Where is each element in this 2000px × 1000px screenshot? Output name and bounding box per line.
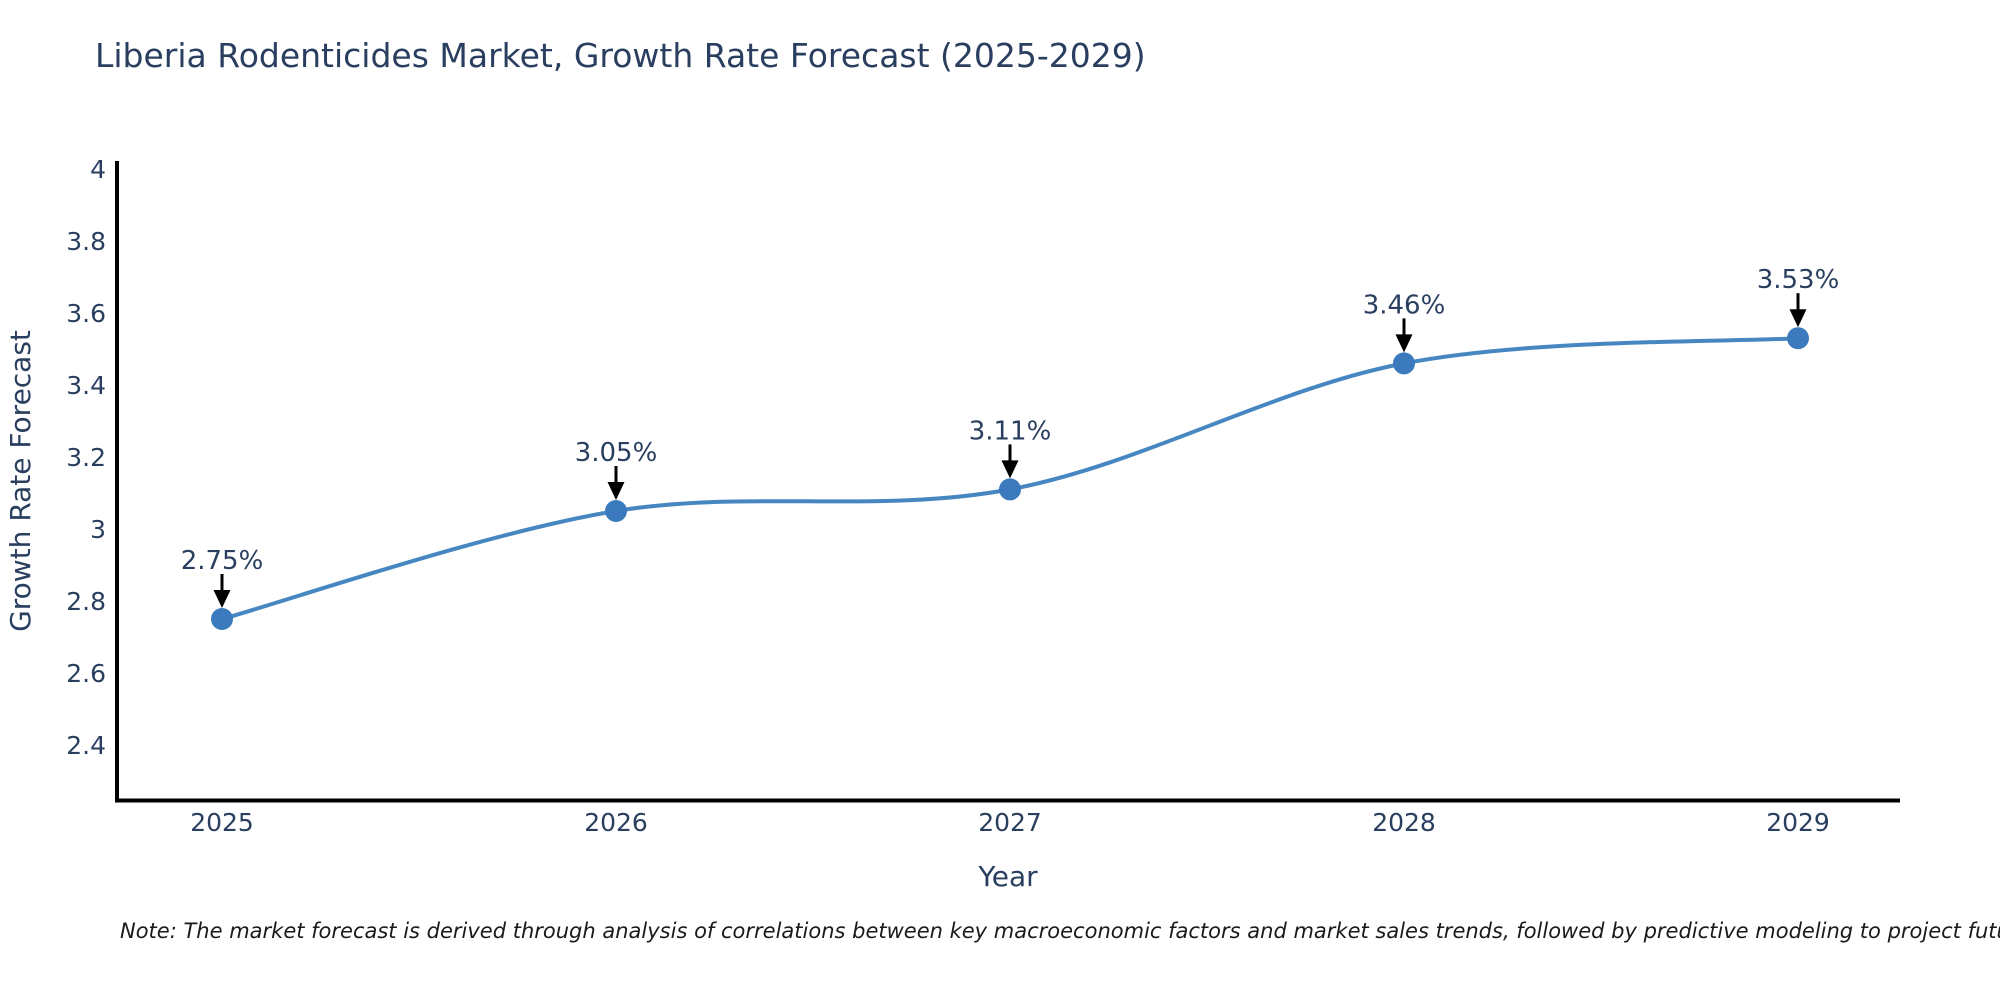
data-point-label: 3.11% (969, 416, 1052, 446)
x-tick-label: 2029 (1766, 808, 1830, 837)
y-tick-label: 3.2 (66, 443, 106, 472)
y-tick-label: 2.6 (66, 659, 106, 688)
y-tick-label: 2.8 (66, 587, 106, 616)
annotation-arrowhead-icon (213, 590, 231, 608)
footnote: Note: The market forecast is derived thr… (120, 919, 2000, 943)
data-point-label: 2.75% (181, 546, 264, 576)
data-point-marker[interactable] (605, 500, 627, 522)
y-tick-label: 2.4 (66, 731, 106, 760)
y-axis-title: Growth Rate Forecast (4, 330, 37, 632)
data-point-marker[interactable] (211, 608, 233, 630)
x-tick-label: 2025 (190, 808, 254, 837)
y-tick-label: 4 (90, 155, 106, 184)
y-tick-label: 3.4 (66, 371, 106, 400)
y-tick-label: 3.6 (66, 299, 106, 328)
annotation-arrowhead-icon (1395, 334, 1413, 353)
y-tick-label: 3.8 (66, 227, 106, 256)
annotation-arrowhead-icon (1789, 309, 1807, 328)
chart-title: Liberia Rodenticides Market, Growth Rate… (95, 36, 1146, 75)
y-tick-label: 3 (90, 515, 106, 544)
x-tick-label: 2028 (1372, 808, 1436, 837)
x-tick-label: 2026 (584, 808, 648, 837)
data-point-marker[interactable] (999, 478, 1021, 501)
data-point-marker[interactable] (1787, 327, 1809, 350)
data-point-label: 3.46% (1363, 290, 1446, 320)
data-point-marker[interactable] (1393, 352, 1415, 375)
annotation-arrowhead-icon (1001, 460, 1019, 479)
x-axis-title: Year (977, 860, 1038, 893)
data-point-label: 3.05% (575, 438, 658, 468)
annotation-arrowhead-icon (607, 482, 625, 500)
data-point-label: 3.53% (1757, 265, 1840, 295)
x-tick-label: 2027 (978, 808, 1042, 837)
